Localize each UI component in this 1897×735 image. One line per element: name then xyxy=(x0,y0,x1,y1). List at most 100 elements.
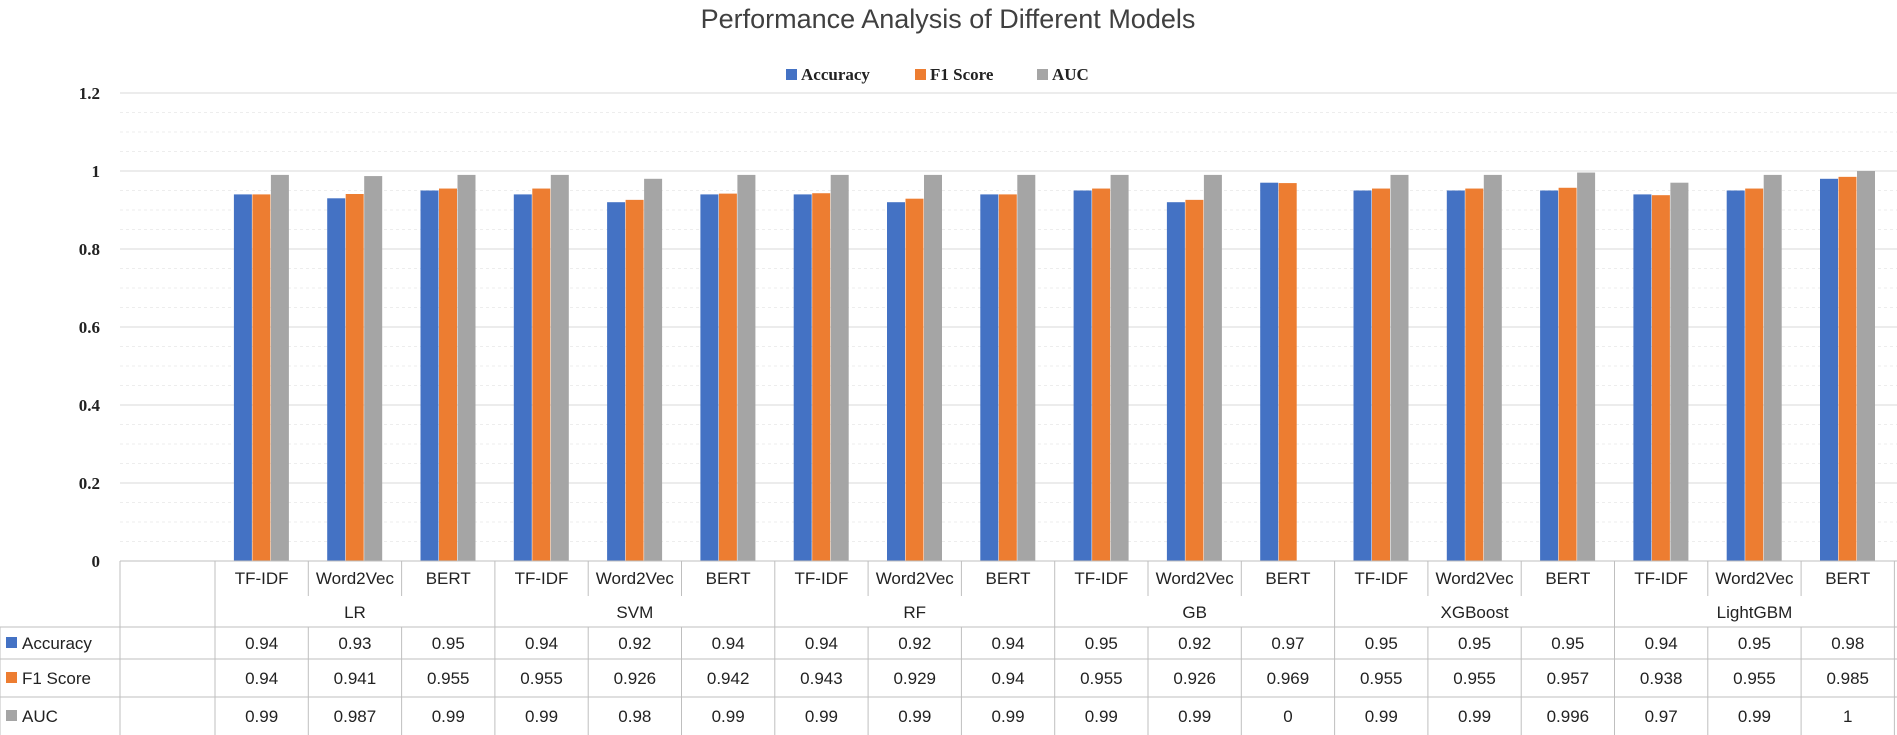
x-tick-label: Word2Vec xyxy=(1435,569,1514,588)
table-cell-value: 0.99 xyxy=(898,707,931,726)
bar-auc xyxy=(1390,174,1409,561)
bar-f1-score xyxy=(345,194,364,561)
bar-f1-score xyxy=(1651,195,1670,561)
table-cell-value: 0.987 xyxy=(334,707,377,726)
bar-f1-score xyxy=(1278,183,1297,561)
table-cell-value: 0.955 xyxy=(1360,669,1403,688)
bar-accuracy xyxy=(887,202,905,561)
bar-f1-score xyxy=(1465,188,1484,562)
y-tick-label: 0.8 xyxy=(79,240,100,259)
table-row-label: AUC xyxy=(22,707,58,726)
table-cell-value: 0.98 xyxy=(1831,634,1864,653)
bar-accuracy xyxy=(1820,178,1838,562)
table-cell-value: 0.95 xyxy=(1458,634,1491,653)
table-cell-value: 0.94 xyxy=(1645,634,1678,653)
table-cell-value: 0.969 xyxy=(1267,669,1310,688)
table-cell-value: 0.94 xyxy=(712,634,745,653)
bar-accuracy xyxy=(1726,190,1745,561)
group-label: XGBoost xyxy=(1441,603,1509,622)
table-cell-value: 0.95 xyxy=(1551,634,1584,653)
x-tick-label: TF-IDF xyxy=(1634,569,1688,588)
group-label: SVM xyxy=(616,603,653,622)
bar-accuracy xyxy=(1073,190,1092,561)
x-tick-label: Word2Vec xyxy=(316,569,395,588)
table-cell-value: 0.95 xyxy=(1365,634,1398,653)
x-tick-label: TF-IDF xyxy=(795,569,849,588)
table-cell-value: 0.94 xyxy=(992,634,1025,653)
bar-accuracy xyxy=(607,202,626,561)
table-cell-value: 0.99 xyxy=(1738,707,1771,726)
table-cell-value: 0.95 xyxy=(1085,634,1118,653)
bar-auc xyxy=(1483,174,1502,561)
table-cell-value: 0.99 xyxy=(1178,707,1211,726)
bar-accuracy xyxy=(327,198,346,562)
x-tick-label: TF-IDF xyxy=(235,569,289,588)
group-label: GB xyxy=(1182,603,1207,622)
legend: Accuracy F1 Score AUC xyxy=(786,65,1089,84)
bar-f1-score xyxy=(812,193,831,562)
table-cell-value: 0.955 xyxy=(1733,669,1776,688)
data-table: TF-IDF Word2Vec BERT TF-IDF Word2Vec BERT TF-I… xyxy=(0,560,1897,735)
bar-f1-score xyxy=(905,198,924,561)
x-tick-label: BERT xyxy=(1825,569,1870,588)
bar-f1-score xyxy=(1372,188,1390,562)
bar-accuracy xyxy=(980,194,999,561)
table-cell-value: 0.99 xyxy=(992,707,1025,726)
bar-f1-score xyxy=(252,194,271,561)
bar-auc xyxy=(644,178,663,562)
bar-f1-score xyxy=(532,188,551,562)
bar-accuracy xyxy=(513,194,532,561)
bar-accuracy xyxy=(1260,182,1279,561)
table-cell-value: 0 xyxy=(1283,707,1292,726)
table-cell-value: 0.94 xyxy=(992,669,1025,688)
bar-f1-score xyxy=(1838,176,1857,561)
table-cell-value: 1 xyxy=(1843,707,1852,726)
bar-accuracy xyxy=(1540,190,1559,561)
table-cell-value: 0.926 xyxy=(1173,669,1216,688)
bar-accuracy xyxy=(420,190,439,561)
bar-accuracy xyxy=(793,194,812,561)
table-cell-value: 0.955 xyxy=(427,669,470,688)
table-cell-value: 0.957 xyxy=(1547,669,1590,688)
table-cell-value: 0.942 xyxy=(707,669,750,688)
y-tick-label: 0.4 xyxy=(79,396,101,415)
table-cell-value: 0.985 xyxy=(1826,669,1869,688)
bar-auc xyxy=(457,174,476,561)
bar-auc xyxy=(1577,172,1596,561)
bar-f1-score xyxy=(439,188,457,562)
table-cell-value: 0.92 xyxy=(1178,634,1211,653)
table-cell-value: 0.97 xyxy=(1645,707,1678,726)
bar-auc xyxy=(364,176,383,561)
bar-auc xyxy=(1110,174,1129,561)
table-cell-value: 0.996 xyxy=(1547,707,1590,726)
bar-auc xyxy=(830,174,849,561)
x-tick-label: Word2Vec xyxy=(1156,569,1235,588)
table-cell-value: 0.99 xyxy=(805,707,838,726)
y-tick-label: 0.2 xyxy=(79,474,100,493)
table-cell-value: 0.97 xyxy=(1271,634,1304,653)
table-cell-value: 0.955 xyxy=(1080,669,1123,688)
table-row-label: F1 Score xyxy=(22,669,91,688)
legend-label: AUC xyxy=(1052,65,1089,84)
bar-auc xyxy=(924,174,942,561)
legend-swatch xyxy=(786,69,797,80)
chart-title: Performance Analysis of Different Models xyxy=(701,4,1196,34)
table-cell-value: 0.955 xyxy=(520,669,563,688)
bar-f1-score xyxy=(1185,199,1204,562)
table-cell-value: 0.99 xyxy=(1365,707,1398,726)
x-tick-label: Word2Vec xyxy=(876,569,955,588)
bar-auc xyxy=(1763,174,1782,561)
table-cell-value: 0.99 xyxy=(1085,707,1118,726)
bar-f1-score xyxy=(1558,187,1577,561)
table-cell-value: 0.95 xyxy=(1738,634,1771,653)
table-cell-value: 0.99 xyxy=(245,707,278,726)
bar-accuracy xyxy=(233,194,252,561)
bar-f1-score xyxy=(998,194,1017,561)
table-cell-value: 0.99 xyxy=(525,707,558,726)
bar-f1-score xyxy=(718,193,737,561)
bar-accuracy xyxy=(1446,190,1465,561)
table-cell-value: 0.99 xyxy=(1458,707,1491,726)
x-tick-label: TF-IDF xyxy=(515,569,569,588)
table-cell-value: 0.94 xyxy=(525,634,558,653)
